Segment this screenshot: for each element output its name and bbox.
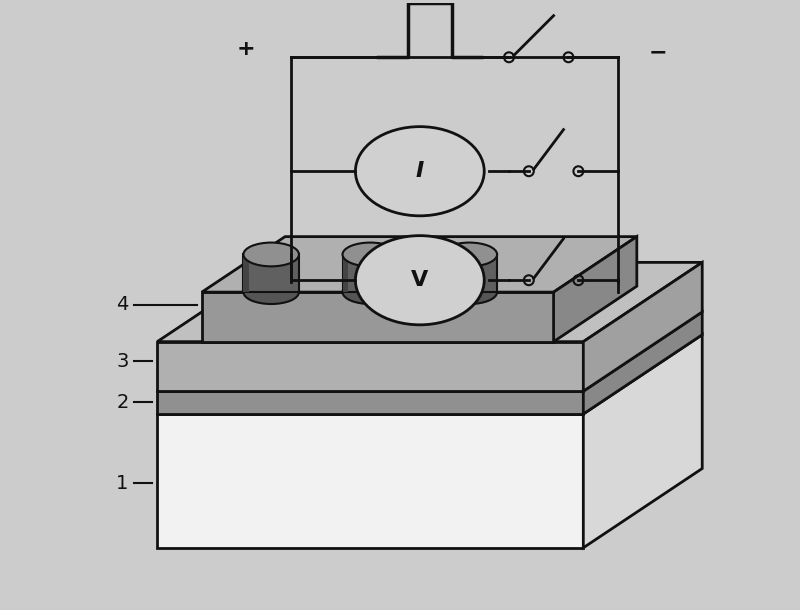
Polygon shape <box>158 342 583 391</box>
Text: V: V <box>411 270 429 290</box>
Polygon shape <box>583 312 702 414</box>
Ellipse shape <box>355 127 484 216</box>
Text: 3: 3 <box>116 352 129 371</box>
Polygon shape <box>583 335 702 548</box>
Text: 1: 1 <box>116 474 129 493</box>
Polygon shape <box>442 254 497 292</box>
Ellipse shape <box>342 243 398 267</box>
Polygon shape <box>342 254 398 292</box>
Text: 2: 2 <box>116 393 129 412</box>
Ellipse shape <box>355 235 484 325</box>
Polygon shape <box>158 262 702 342</box>
Polygon shape <box>158 335 702 414</box>
Ellipse shape <box>243 280 299 304</box>
Text: 4: 4 <box>116 295 129 315</box>
Text: −: − <box>648 42 667 62</box>
Text: +: + <box>237 40 256 59</box>
Ellipse shape <box>243 243 299 267</box>
Polygon shape <box>554 237 637 342</box>
Polygon shape <box>158 391 583 414</box>
Text: I: I <box>416 161 424 181</box>
Polygon shape <box>202 292 554 342</box>
Polygon shape <box>442 254 447 292</box>
Polygon shape <box>243 254 250 292</box>
Polygon shape <box>583 262 702 391</box>
Polygon shape <box>243 254 299 292</box>
Polygon shape <box>202 237 637 292</box>
Polygon shape <box>342 254 349 292</box>
Ellipse shape <box>342 280 398 304</box>
Polygon shape <box>158 312 702 391</box>
Bar <box>281 43 628 295</box>
Ellipse shape <box>442 280 497 304</box>
Ellipse shape <box>442 243 497 267</box>
Polygon shape <box>158 414 583 548</box>
